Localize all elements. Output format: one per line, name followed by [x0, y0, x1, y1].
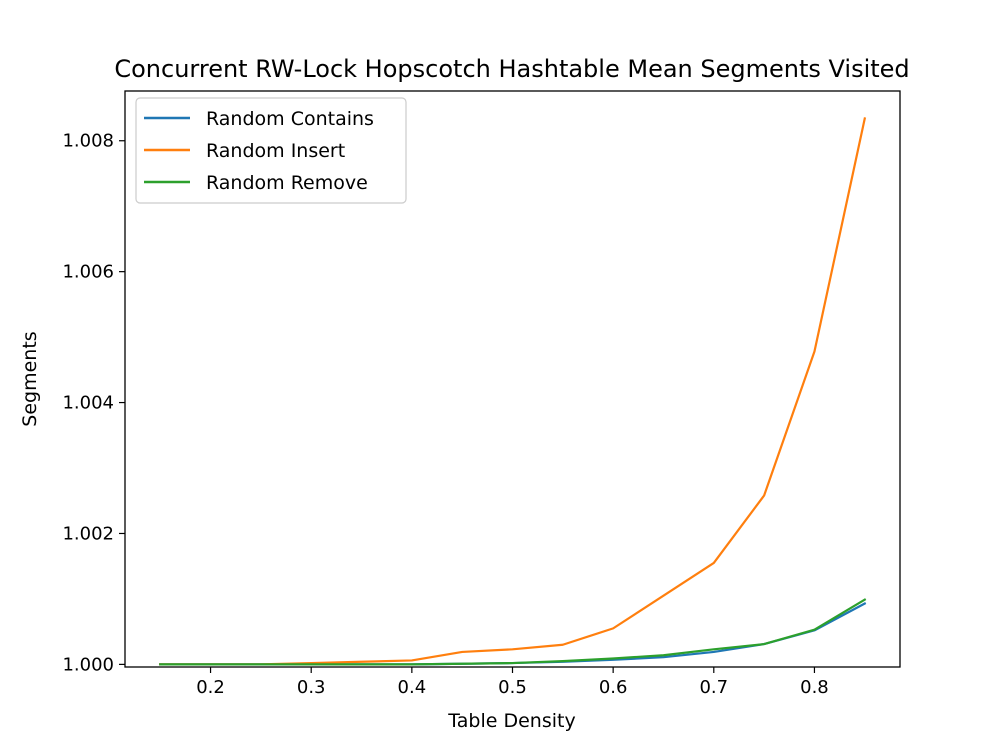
chart-title: Concurrent RW-Lock Hopscotch Hashtable M…	[114, 55, 909, 83]
x-tick-label: 0.4	[398, 677, 427, 698]
legend: Random Contains Random Insert Random Remov…	[135, 97, 407, 204]
x-tick-label: 0.6	[599, 677, 628, 698]
y-axis: 1.000 1.002 1.004 1.006 1.008	[62, 131, 125, 675]
y-tick-label: 1.008	[62, 131, 114, 152]
x-tick-label: 0.8	[800, 677, 829, 698]
legend-label-random-contains: Random Contains	[206, 108, 374, 130]
x-axis: 0.2 0.3 0.4 0.5 0.6 0.7 0.8	[196, 667, 829, 698]
legend-box	[135, 97, 407, 204]
legend-label-random-insert: Random Insert	[206, 140, 345, 162]
series-layer	[159, 117, 867, 666]
y-axis-label: Segments	[19, 331, 41, 426]
series-line-random-remove	[159, 598, 867, 666]
legend-label-random-remove: Random Remove	[206, 172, 368, 194]
legend-items: Random Contains Random Insert Random Remov…	[144, 108, 374, 194]
x-tick-label: 0.3	[297, 677, 326, 698]
x-axis-label: Table Density	[447, 710, 575, 732]
y-tick-label: 1.004	[62, 393, 114, 414]
x-tick-label: 0.7	[699, 677, 728, 698]
y-tick-label: 1.006	[62, 262, 114, 283]
x-tick-label: 0.2	[196, 677, 225, 698]
y-tick-label: 1.000	[62, 654, 114, 675]
x-tick-label: 0.5	[498, 677, 527, 698]
y-tick-label: 1.002	[62, 523, 114, 544]
